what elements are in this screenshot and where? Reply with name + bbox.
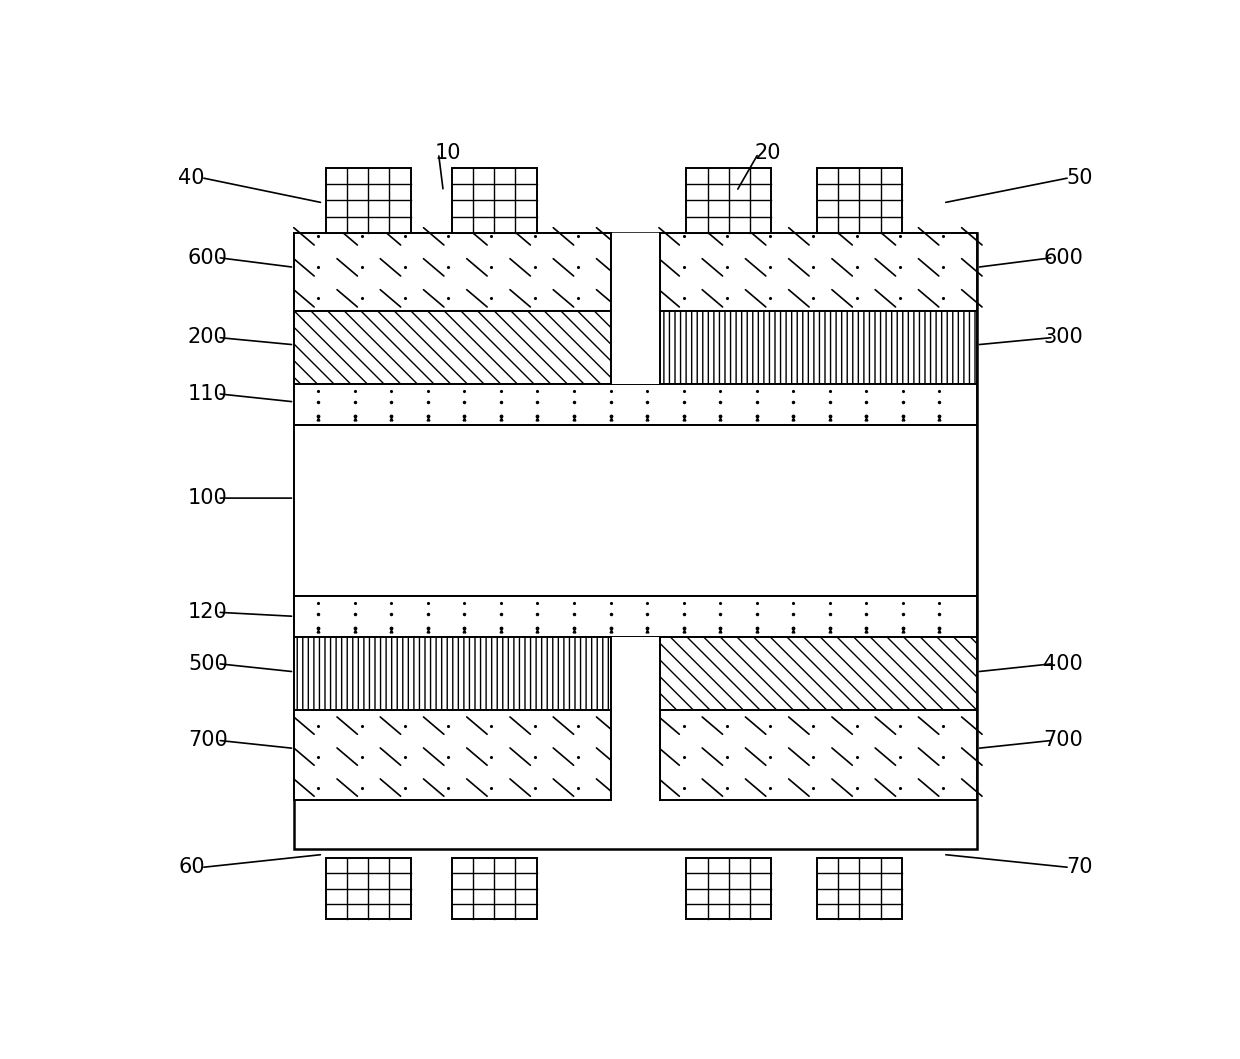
Text: 70: 70 <box>1066 858 1092 878</box>
Bar <box>294 233 977 848</box>
Bar <box>660 233 977 310</box>
Text: 500: 500 <box>188 653 228 674</box>
Text: 200: 200 <box>188 327 228 347</box>
Bar <box>326 858 410 919</box>
Text: 400: 400 <box>1043 653 1083 674</box>
Bar <box>660 310 977 384</box>
Text: 600: 600 <box>1043 248 1083 268</box>
Bar <box>611 711 660 800</box>
Text: 300: 300 <box>1043 327 1083 347</box>
Bar <box>294 711 611 800</box>
Bar <box>817 858 901 919</box>
Bar <box>294 425 977 596</box>
Text: 600: 600 <box>188 248 228 268</box>
Text: 50: 50 <box>1066 167 1092 187</box>
Bar <box>611 636 660 711</box>
Bar <box>611 310 660 384</box>
Bar <box>817 168 901 233</box>
Text: 110: 110 <box>188 383 228 403</box>
Bar <box>294 596 977 636</box>
Text: 700: 700 <box>1043 731 1083 750</box>
Bar <box>451 858 537 919</box>
Bar <box>294 384 977 425</box>
Bar <box>660 711 977 800</box>
Text: 120: 120 <box>188 603 228 623</box>
Text: 100: 100 <box>188 488 228 508</box>
Text: 60: 60 <box>179 858 205 878</box>
Bar <box>294 233 611 310</box>
Text: 10: 10 <box>435 143 461 163</box>
Text: 40: 40 <box>179 167 205 187</box>
Bar <box>294 636 611 711</box>
Bar <box>687 858 771 919</box>
Text: 700: 700 <box>188 731 228 750</box>
Bar <box>326 168 410 233</box>
Bar <box>294 310 611 384</box>
Bar <box>451 168 537 233</box>
Bar <box>660 636 977 711</box>
Bar <box>687 168 771 233</box>
Bar <box>611 233 660 310</box>
Text: 20: 20 <box>755 143 781 163</box>
